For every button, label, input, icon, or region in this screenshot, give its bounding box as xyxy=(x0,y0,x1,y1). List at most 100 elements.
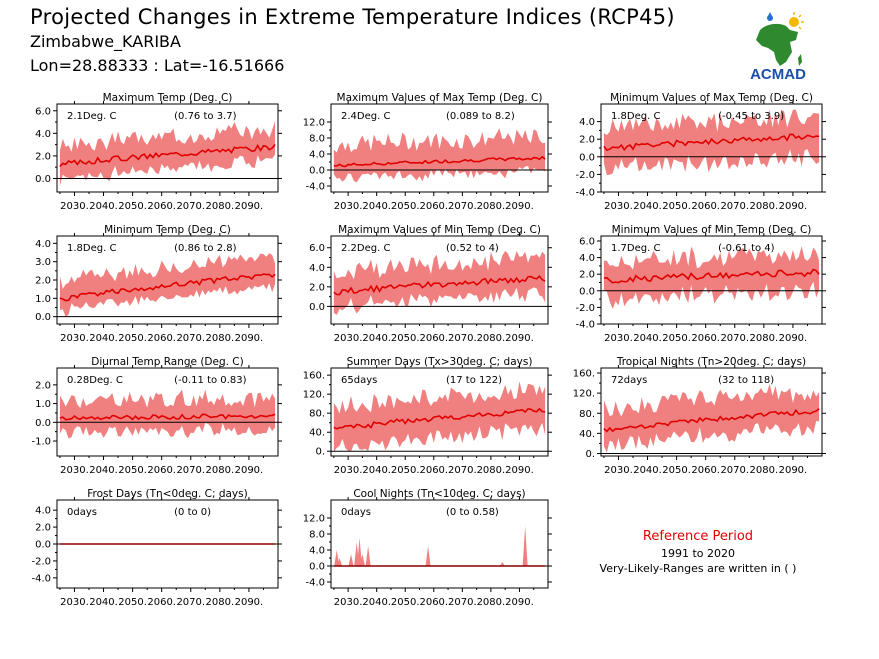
x-tick-label: 2030. xyxy=(604,201,633,212)
x-tick-label: 2080. xyxy=(206,333,235,344)
x-tick-label: 2080. xyxy=(750,465,779,476)
spike xyxy=(425,546,431,566)
plot-frame xyxy=(56,103,279,193)
y-tick-label: -2.0 xyxy=(31,556,51,567)
x-tick-label: 2050. xyxy=(118,333,147,344)
reference-period-label: Reference Period xyxy=(642,529,754,544)
range-label: (17 to 122) xyxy=(446,375,502,386)
y-tick-label: 2.0 xyxy=(35,276,51,287)
y-tick-label: 120. xyxy=(303,390,325,401)
y-tick-label: -4.0 xyxy=(31,573,51,584)
panel-title: Summer Days (Tx>30deg. C; days) xyxy=(347,356,533,368)
y-tick-label: 8.0 xyxy=(309,134,325,145)
x-tick-label: 2090. xyxy=(235,465,264,476)
plot-frame xyxy=(330,103,549,193)
y-tick-label: 2.0 xyxy=(579,135,595,146)
value-label: 1.7Deg. C xyxy=(611,243,660,254)
panel-5: Maximum Values of Min Temp (Deg. C) 0.0 2.… xyxy=(309,224,552,344)
mean-line xyxy=(333,275,546,296)
y-tick-label: 0.0 xyxy=(35,174,51,185)
range-label: (-0.45 to 3.9) xyxy=(718,111,784,122)
range-label: (0.52 to 4) xyxy=(446,243,499,254)
x-tick-label: 2070. xyxy=(176,333,205,344)
x-tick-label: 2090. xyxy=(505,201,534,212)
x-tick-label: 2070. xyxy=(448,333,477,344)
range-label: (-0.61 to 4) xyxy=(718,243,775,254)
mean-line xyxy=(603,268,820,284)
y-tick-label: 0.0 xyxy=(579,286,595,297)
x-tick-label: 2050. xyxy=(391,333,420,344)
y-tick-label: 40. xyxy=(579,429,595,440)
x-tick-label: 2040. xyxy=(362,333,391,344)
x-tick-label: 2040. xyxy=(362,465,391,476)
y-tick-label: 1.0 xyxy=(35,399,51,410)
x-tick-label: 2060. xyxy=(691,465,720,476)
y-tick-label: 4.0 xyxy=(309,150,325,161)
panel-6: Minimum Values of Min Temp (Deg. C) -4.0 -… xyxy=(575,224,826,344)
x-tick-label: 2040. xyxy=(89,465,118,476)
panel-title: Minimum Values of Max Temp (Deg. C) xyxy=(610,92,813,104)
y-tick-label: 8.0 xyxy=(309,530,325,541)
x-tick-label: 2080. xyxy=(477,597,506,608)
plot-frame xyxy=(56,367,279,457)
x-tick-label: 2060. xyxy=(147,465,176,476)
x-tick-label: 2070. xyxy=(720,333,749,344)
x-tick-label: 2080. xyxy=(750,201,779,212)
range-label: (0.76 to 3.7) xyxy=(174,111,236,122)
x-tick-label: 2060. xyxy=(691,333,720,344)
reference-period-years: 1991 to 2020 xyxy=(660,547,736,560)
value-label: 1.8Deg. C xyxy=(611,111,660,122)
spike xyxy=(365,546,371,566)
range-label: (-0.11 to 0.83) xyxy=(174,375,246,386)
y-tick-label: 12.0 xyxy=(303,118,325,129)
range-note: Very-Likely-Ranges are written in ( ) xyxy=(599,562,797,575)
y-tick-label: 80. xyxy=(579,409,595,420)
panel-7: Diurnal Temp Range (Deg. C) -1.0 0.0 1.0 2.0… xyxy=(31,356,282,476)
range-band xyxy=(603,383,820,453)
plot-frame xyxy=(330,367,549,457)
mean-line xyxy=(59,143,276,168)
y-tick-label: 6.0 xyxy=(309,243,325,254)
x-tick-label: 2090. xyxy=(505,597,534,608)
y-tick-label: 2.0 xyxy=(35,151,51,162)
plot-frame xyxy=(600,367,823,457)
spike xyxy=(359,554,365,566)
x-tick-label: 2040. xyxy=(362,201,391,212)
y-tick-label: 4.0 xyxy=(309,263,325,274)
x-tick-label: 2080. xyxy=(206,465,235,476)
x-tick-label: 2090. xyxy=(235,333,264,344)
y-tick-label: 4.0 xyxy=(35,239,51,250)
y-tick-label: 80. xyxy=(309,409,325,420)
panel-3: Minimum Values of Max Temp (Deg. C) -4.0 -… xyxy=(575,92,826,212)
y-tick-label: 0.0 xyxy=(579,152,595,163)
page-title: Projected Changes in Extreme Temperature… xyxy=(30,5,675,29)
y-tick-label: 0.0 xyxy=(35,540,51,551)
range-band xyxy=(333,128,546,183)
value-label: 2.1Deg. C xyxy=(67,111,116,122)
value-label: 0days xyxy=(67,507,97,518)
spike xyxy=(334,550,340,566)
x-tick-label: 2090. xyxy=(235,597,264,608)
range-label: (0.089 to 8.2) xyxy=(446,111,515,122)
y-tick-label: 2.0 xyxy=(35,380,51,391)
y-tick-label: 160. xyxy=(303,371,325,382)
panel-title: Minimum Values of Min Temp (Deg. C) xyxy=(612,224,812,236)
x-tick-label: 2040. xyxy=(362,597,391,608)
x-tick-label: 2030. xyxy=(334,465,363,476)
x-tick-label: 2040. xyxy=(633,465,662,476)
value-label: 1.8Deg. C xyxy=(67,243,116,254)
plot-frame xyxy=(600,235,823,325)
x-tick-label: 2030. xyxy=(604,333,633,344)
mean-line xyxy=(333,407,546,430)
x-tick-label: 2070. xyxy=(176,597,205,608)
x-tick-label: 2080. xyxy=(750,333,779,344)
y-tick-label: 4.0 xyxy=(579,253,595,264)
y-tick-label: 0.0 xyxy=(309,166,325,177)
x-tick-label: 2030. xyxy=(334,597,363,608)
x-tick-label: 2050. xyxy=(391,465,420,476)
x-tick-label: 2060. xyxy=(419,597,448,608)
y-tick-label: 6.0 xyxy=(579,236,595,247)
panel-title: Minimum Temp (Deg. C) xyxy=(104,224,231,236)
x-tick-label: 2050. xyxy=(662,333,691,344)
y-tick-label: 0.0 xyxy=(35,418,51,429)
